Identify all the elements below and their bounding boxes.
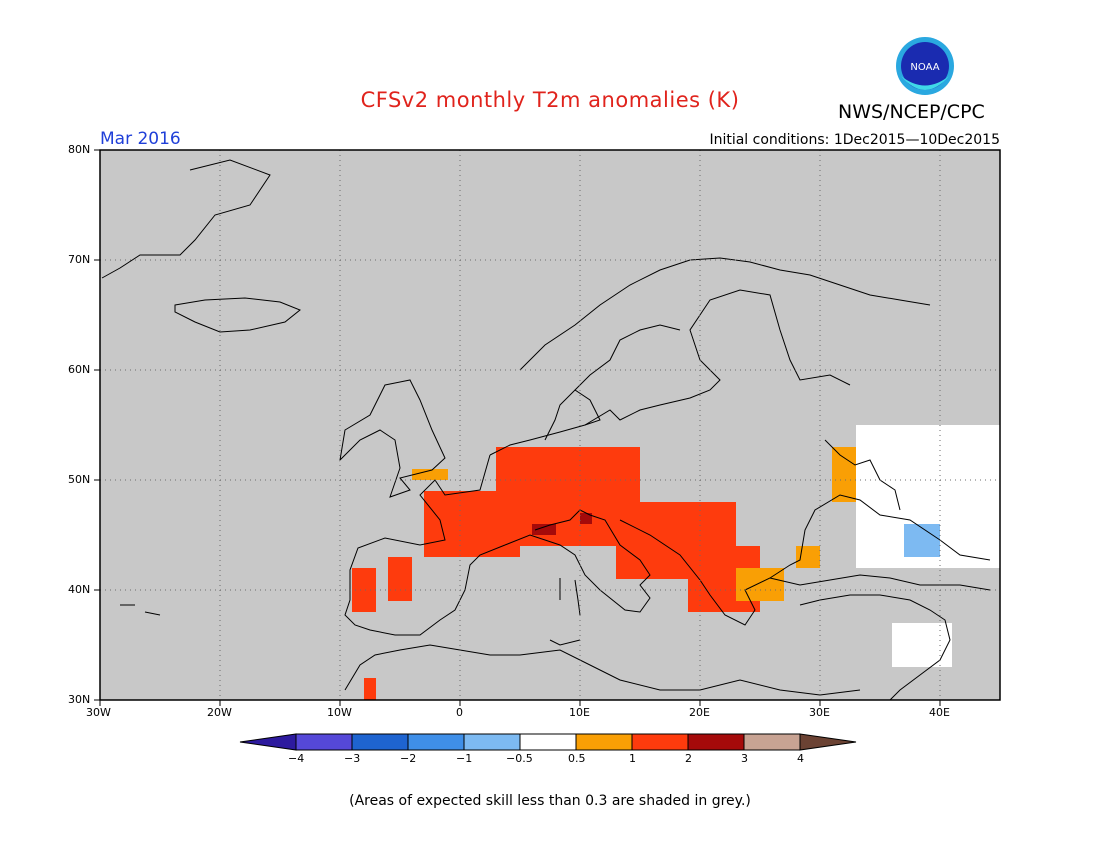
anomaly-cell [532,524,556,535]
coastlines [101,159,991,701]
lon-tick-label: 30W [86,706,111,719]
colorbar-label: −3 [344,752,361,765]
anomaly-cells [352,425,1000,700]
anomaly-cell [412,469,448,480]
gridlines [100,150,1000,700]
colorbar-label: −1 [456,752,473,765]
lat-tick-label: 40N [68,583,91,596]
lat-tick-label: 30N [68,693,91,706]
colorbar-label: 1 [629,752,636,765]
colorbar-label: 0.5 [568,752,586,765]
colorbar-label: −0.5 [506,752,533,765]
lat-tick-label: 70N [68,253,91,266]
colorbar-label: 2 [685,752,692,765]
noaa-logo-icon: NOAA [896,37,954,95]
lat-tick-label: 80N [68,143,91,156]
anomaly-cell [832,447,856,502]
forecast-month: Mar 2016 [100,129,181,149]
anomaly-cell [388,557,412,601]
lon-tick-label: 0 [456,706,463,719]
agency-label: NWS/NCEP/CPC [838,101,985,123]
lon-tick-label: 10E [569,706,590,719]
anomaly-cell [796,546,820,568]
colorbar-segment [295,733,353,751]
chart-title: CFSv2 monthly T2m anomalies (K) [360,88,740,112]
colorbar-segment [575,733,633,751]
skill-caption: (Areas of expected skill less than 0.3 a… [349,793,751,809]
colorbar-segment [687,733,745,751]
colorbar-label: 4 [797,752,804,765]
colorbar-label: 3 [741,752,748,765]
lat-tick-label: 60N [68,363,91,376]
lon-tick-label: 10W [327,706,352,719]
axis-ticks [94,149,941,706]
initial-conditions: Initial conditions: 1Dec2015—10Dec2015 [709,132,1000,148]
svg-text:NOAA: NOAA [910,62,939,73]
anomaly-cell [364,678,376,700]
anomaly-cell [580,513,592,524]
map-background [100,150,1000,700]
colorbar-segment [239,733,297,751]
colorbar-segment [799,733,857,751]
colorbar-segment [463,733,521,751]
colorbar-segment [631,733,689,751]
colorbar-label: −4 [288,752,305,765]
lon-tick-label: 40E [929,706,950,719]
colorbar-label: −2 [400,752,417,765]
anomaly-cell [892,623,952,667]
colorbar-segment [743,733,801,751]
lon-tick-label: 20W [207,706,232,719]
lon-tick-label: 30E [809,706,830,719]
colorbar [239,733,857,751]
colorbar-segment [351,733,409,751]
lon-tick-label: 20E [689,706,710,719]
colorbar-segment [519,733,577,751]
anomaly-cell [736,568,784,601]
colorbar-segment [407,733,465,751]
anomaly-cell [904,524,940,557]
lat-tick-label: 50N [68,473,91,486]
map-frame [99,149,1001,701]
